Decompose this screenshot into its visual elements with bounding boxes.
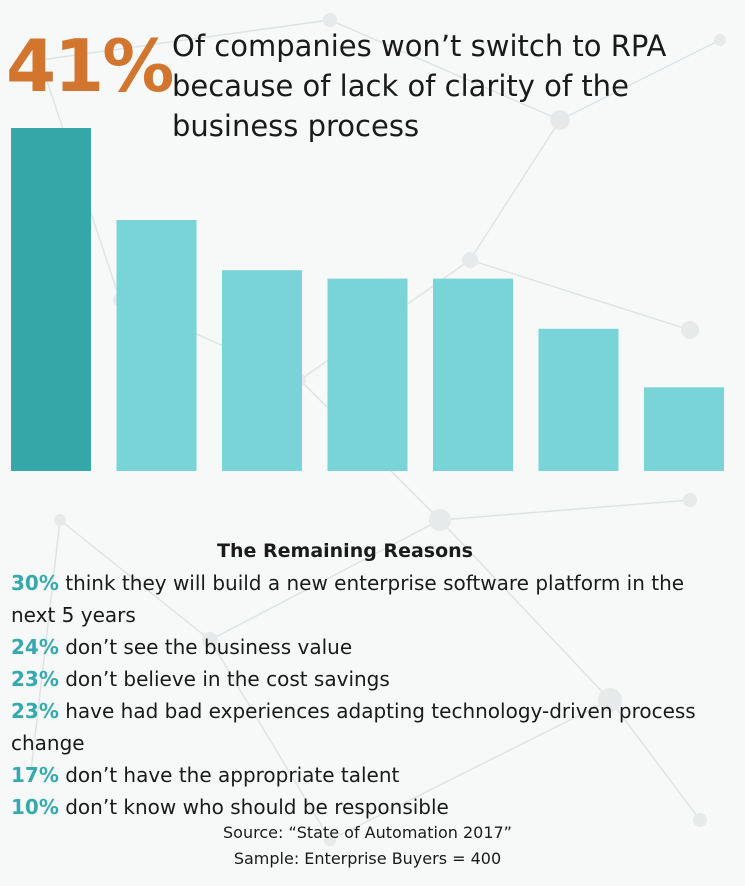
headline-percent: 41% — [6, 24, 174, 108]
bar — [222, 270, 302, 471]
reason-text: don’t know who should be responsible — [58, 795, 449, 819]
bar — [538, 328, 619, 471]
reason-percent: 23% — [11, 699, 59, 723]
reason-percent: 30% — [11, 571, 59, 595]
headline-text: Of companies won’t switch to RPA because… — [172, 29, 667, 143]
reason-item: 24% don’t see the business value — [11, 631, 731, 663]
bar — [644, 387, 724, 471]
reason-percent: 23% — [11, 667, 59, 691]
reason-item: 10% don’t know who should be responsible — [11, 791, 731, 823]
remaining-reasons-title: The Remaining Reasons — [217, 540, 473, 562]
reason-text: don’t believe in the cost savings — [58, 667, 390, 691]
reason-text: don’t have the appropriate talent — [58, 763, 400, 787]
reason-percent: 10% — [11, 795, 59, 819]
reason-item: 23% don’t believe in the cost savings — [11, 663, 731, 695]
source-line: Source: “State of Automation 2017” — [223, 823, 512, 842]
reason-percent: 17% — [11, 763, 59, 787]
bar-highlight — [11, 128, 91, 471]
reason-item: 23% have had bad experiences adapting te… — [11, 695, 731, 759]
reason-text: have had bad experiences adapting techno… — [11, 699, 696, 755]
bar — [433, 278, 513, 471]
reason-item: 17% don’t have the appropriate talent — [11, 759, 731, 791]
reason-text: think they will build a new enterprise s… — [11, 571, 685, 627]
reasons-list: 30% think they will build a new enterpri… — [11, 567, 731, 823]
reason-text: don’t see the business value — [58, 635, 353, 659]
reason-percent: 24% — [11, 635, 59, 659]
sample-line: Sample: Enterprise Buyers = 400 — [233, 849, 502, 868]
bar — [327, 278, 408, 471]
bar — [116, 220, 197, 471]
reason-item: 30% think they will build a new enterpri… — [11, 567, 731, 631]
